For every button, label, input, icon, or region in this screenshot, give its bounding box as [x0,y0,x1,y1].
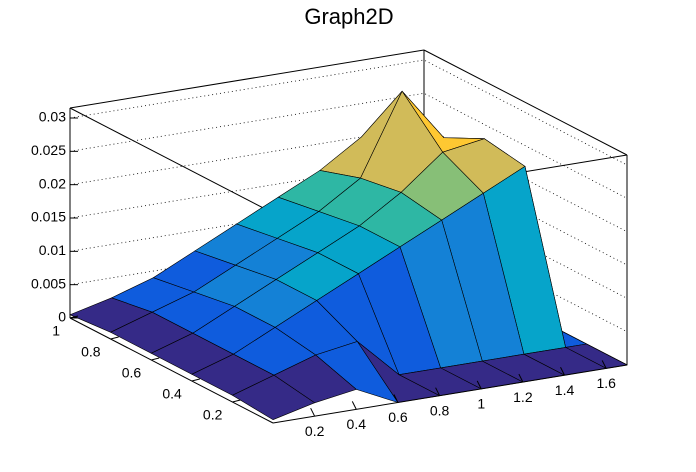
surface-cell [231,374,316,421]
y-tick [69,315,79,319]
x-tick-label: 1.6 [596,375,616,391]
box-edge [69,107,274,214]
x-tick-label: 1.2 [513,389,533,405]
x-tick-label: 0.6 [388,409,408,425]
x-tick [518,373,524,383]
y-tick-label: 0.4 [162,386,182,402]
x-tick [310,407,316,417]
y-tick-label: 0.2 [203,407,223,423]
box-edge [69,49,425,109]
y-axis [69,317,274,424]
x-tick-label: 0.8 [430,402,450,418]
box-edge [423,49,628,156]
x-tick-label: 0.2 [305,423,325,439]
z-tick-label: 0.02 [39,175,66,191]
z-tick-label: 0 [58,309,66,325]
y-tick [191,378,200,382]
x-tick [476,380,482,390]
x-tick [393,394,399,403]
x-tick-label: 0.4 [347,416,367,432]
y-tick [151,357,160,361]
chart-title: Graph2D [304,4,393,29]
y-tick-label: 0.6 [122,365,142,381]
x-tick [560,367,565,376]
y-tick [232,399,241,403]
y-tick-label: 0.8 [81,344,101,360]
x-tick-label: 1.4 [555,382,575,398]
z-tick-label: 0.015 [31,209,66,225]
z-tick-label: 0.005 [31,275,66,291]
x-tick [435,387,441,396]
y-tick [110,336,119,340]
x-tick [351,401,357,410]
z-tick-label: 0.025 [31,142,66,158]
y-tick-label: 1 [52,323,60,339]
x-tick [601,360,607,369]
x-axis [272,364,628,424]
x-tick-label: 1 [477,396,485,412]
z-tick-label: 0.01 [39,242,66,258]
z-tick-label: 0.03 [39,109,66,125]
